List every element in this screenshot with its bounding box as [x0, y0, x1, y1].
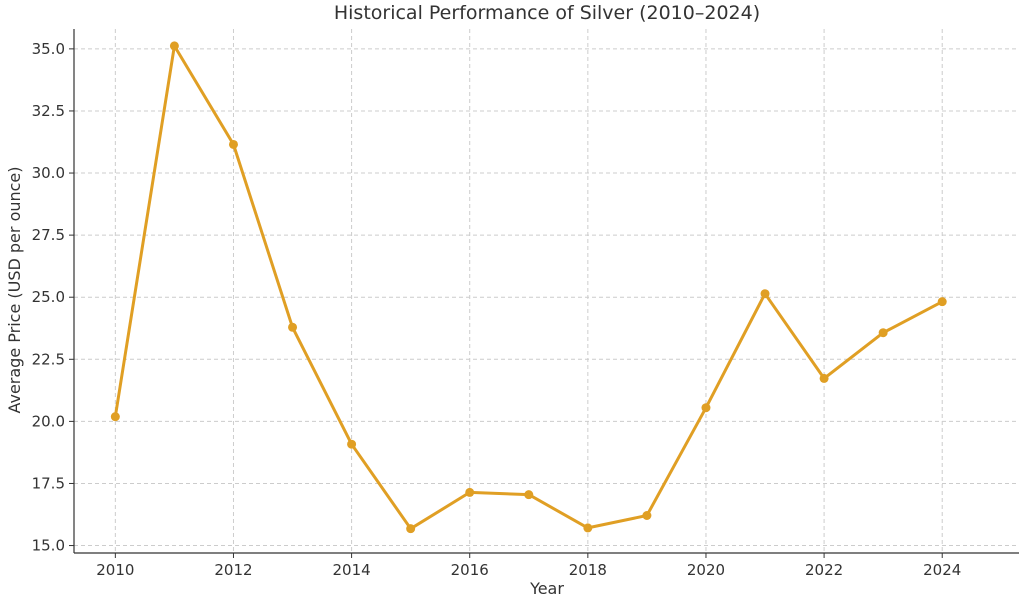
x-tick-label: 2024 — [923, 561, 961, 579]
data-point — [406, 524, 416, 534]
y-tick-label: 27.5 — [32, 226, 65, 244]
y-tick-label: 22.5 — [32, 350, 65, 368]
x-ticks: 2010 2012 2014 2016 2018 2020 2022 2024 — [96, 553, 961, 579]
y-tick-label: 35.0 — [32, 40, 65, 58]
data-point — [583, 523, 593, 533]
chart-title: Historical Performance of Silver (2010–2… — [334, 2, 760, 24]
x-tick-label: 2020 — [687, 561, 725, 579]
y-tick-label: 32.5 — [32, 102, 65, 120]
series-line — [113, 44, 943, 531]
data-point — [465, 487, 475, 497]
data-point — [288, 322, 298, 332]
data-point — [524, 490, 534, 500]
data-point — [701, 403, 711, 413]
y-tick-label: 25.0 — [32, 288, 65, 306]
data-point — [937, 297, 947, 307]
y-tick-label: 17.5 — [32, 474, 65, 492]
series-group — [110, 41, 947, 534]
grid — [74, 29, 1019, 553]
x-tick-label: 2010 — [96, 561, 134, 579]
x-tick-label: 2018 — [569, 561, 607, 579]
y-ticks: 15.0 17.5 20.0 22.5 25.0 27.5 30.0 32.5 35.0 — [32, 40, 74, 555]
x-tick-label: 2012 — [214, 561, 252, 579]
x-tick-label: 2014 — [333, 561, 371, 579]
data-point — [228, 139, 238, 149]
x-tick-label: 2022 — [805, 561, 843, 579]
data-point — [819, 373, 829, 383]
x-tick-label: 2016 — [451, 561, 489, 579]
y-tick-label: 15.0 — [32, 537, 65, 555]
data-point — [878, 328, 888, 338]
y-tick-label: 20.0 — [32, 412, 65, 430]
data-point — [110, 412, 120, 422]
y-axis-title: Average Price (USD per ounce) — [5, 166, 24, 413]
axes — [73, 29, 1019, 554]
y-tick-label: 30.0 — [32, 164, 65, 182]
data-point — [642, 511, 652, 521]
x-axis-title: Year — [529, 579, 564, 597]
data-point — [347, 439, 357, 449]
data-point — [169, 41, 179, 51]
data-point — [760, 289, 770, 299]
